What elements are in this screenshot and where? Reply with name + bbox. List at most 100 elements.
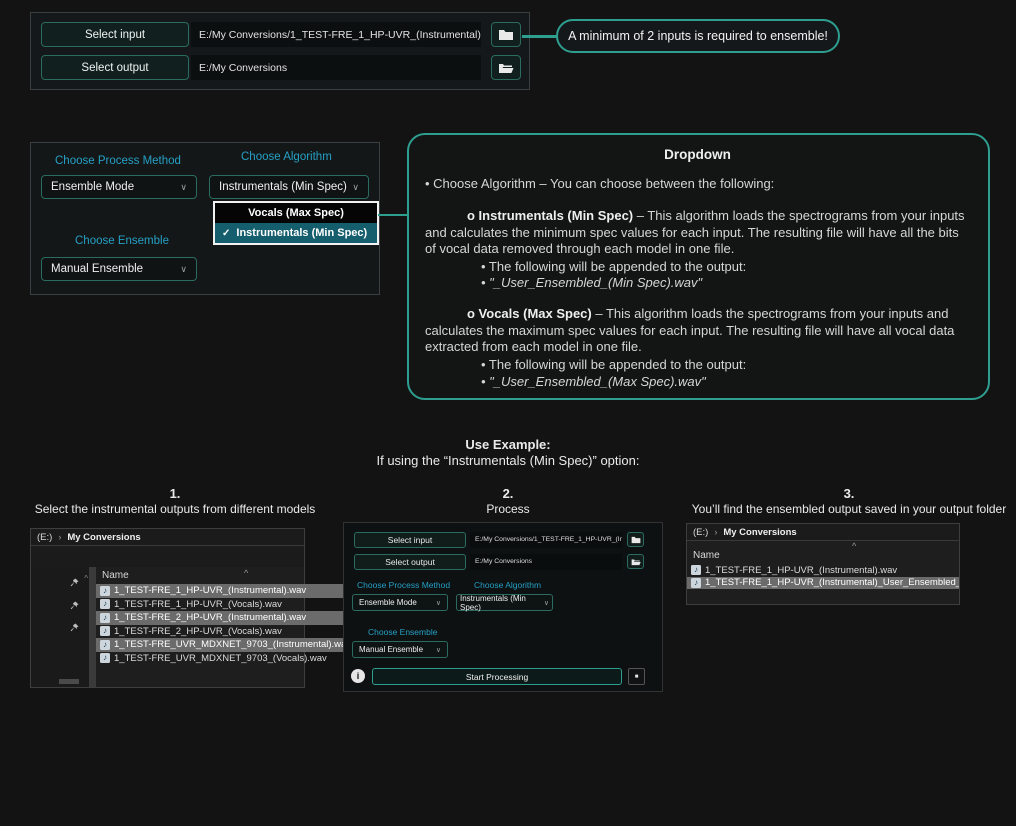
- toolbar-strip: [31, 546, 304, 567]
- mini-process-method-label: Choose Process Method: [357, 580, 451, 590]
- file-explorer-inputs: (E:) › My Conversions ^ Name ^ ♪ 1_TEST-…: [30, 528, 352, 688]
- dropdown-info-box: Dropdown • Choose Algorithm – You can ch…: [407, 133, 990, 400]
- uvr-app-panel: Select input E:/My Conversions/1_TEST-FR…: [343, 522, 663, 692]
- file-explorer-output: (E:) › My Conversions Name ^ ♪ 1_TEST-FR…: [686, 523, 960, 605]
- audio-file-icon: ♪: [100, 639, 110, 650]
- name-column-header[interactable]: Name ^: [96, 567, 362, 584]
- file-row[interactable]: ♪ 1_TEST-FRE_1_HP-UVR_(Instrumental)_Use…: [687, 576, 959, 589]
- mini-process-method-dropdown[interactable]: Ensemble Mode ∨: [352, 594, 448, 611]
- process-method-value: Ensemble Mode: [51, 181, 135, 193]
- step-1-caption: Select the instrumental outputs from dif…: [34, 501, 316, 516]
- breadcrumb[interactable]: (E:) › My Conversions: [687, 524, 959, 541]
- select-input-button[interactable]: Select input: [41, 22, 189, 47]
- option-label: Instrumentals (Min Spec): [236, 227, 368, 239]
- step-1-number: 1.: [169, 486, 181, 501]
- file-name: 1_TEST-FRE_UVR_MDXNET_9703_(Instrumental…: [114, 639, 352, 651]
- column-header-label: Name: [102, 570, 129, 581]
- mini-process-method-value: Ensemble Mode: [359, 598, 417, 607]
- stop-button[interactable]: ■: [628, 668, 645, 685]
- chevron-down-icon: ∨: [435, 646, 441, 654]
- option-instrumentals-min-spec[interactable]: ✓ Instrumentals (Min Spec): [215, 223, 377, 243]
- step-2-number: 2.: [502, 486, 514, 501]
- ensemble-requirement-callout: A minimum of 2 inputs is required to ens…: [556, 19, 840, 53]
- mini-browse-input-button[interactable]: [627, 532, 644, 547]
- input-row: Select input E:/My Conversions/1_TEST-FR…: [41, 22, 521, 47]
- info-icon[interactable]: i: [351, 669, 365, 683]
- output-path-field[interactable]: E:/My Conversions: [191, 55, 481, 80]
- process-method-dropdown[interactable]: Ensemble Mode ∨: [41, 175, 197, 199]
- stop-icon: ■: [634, 673, 639, 680]
- breadcrumb[interactable]: (E:) › My Conversions: [31, 529, 304, 546]
- mini-ensemble-dropdown[interactable]: Manual Ensemble ∨: [352, 641, 448, 658]
- mini-select-output-button[interactable]: Select output: [354, 553, 466, 570]
- mini-input-row: Select input E:/My Conversions/1_TEST-FR…: [354, 531, 644, 548]
- output-row: Select output E:/My Conversions: [41, 55, 521, 80]
- input-path-field[interactable]: E:/My Conversions/1_TEST-FRE_1_HP-UVR_(I…: [191, 22, 481, 47]
- audio-file-icon: ♪: [100, 599, 110, 610]
- algorithm-dropdown[interactable]: Instrumentals (Min Spec) ∨: [209, 175, 369, 199]
- folder-open-icon: [631, 559, 641, 565]
- browse-input-button[interactable]: [491, 22, 521, 47]
- navigation-pane[interactable]: ^: [31, 567, 89, 687]
- info-box-intro: • Choose Algorithm – You can choose betw…: [425, 176, 775, 192]
- breadcrumb-folder[interactable]: My Conversions: [67, 531, 141, 543]
- audio-file-icon: ♪: [100, 612, 110, 623]
- mini-algorithm-dropdown[interactable]: Instrumentals (Min Spec) ∨: [456, 594, 553, 612]
- audio-file-icon: ♪: [100, 653, 110, 664]
- file-name: 1_TEST-FRE_1_HP-UVR_(Instrumental).wav: [705, 564, 898, 576]
- sort-ascending-icon: ^: [852, 541, 857, 551]
- file-row[interactable]: ♪ 1_TEST-FRE_UVR_MDXNET_9703_(Vocals).wa…: [96, 652, 351, 666]
- file-name: 1_TEST-FRE_UVR_MDXNET_9703_(Vocals).wav: [114, 652, 327, 664]
- file-row[interactable]: ♪ 1_TEST-FRE_2_HP-UVR_(Instrumental).wav: [96, 611, 352, 625]
- file-row[interactable]: ♪ 1_TEST-FRE_2_HP-UVR_(Vocals).wav: [96, 625, 351, 639]
- chevron-down-icon: ∨: [352, 181, 359, 192]
- browse-output-button[interactable]: [491, 55, 521, 80]
- ensemble-dropdown[interactable]: Manual Ensemble ∨: [41, 257, 197, 281]
- io-panel: Select input E:/My Conversions/1_TEST-FR…: [30, 12, 530, 90]
- process-method-label: Choose Process Method: [55, 155, 181, 167]
- vocals-body: – This algorithm loads the spectrograms …: [425, 306, 955, 355]
- mini-output-path-field[interactable]: E:/My Conversions: [470, 553, 622, 570]
- mini-select-input-button[interactable]: Select input: [354, 531, 466, 548]
- algorithm-value: Instrumentals (Min Spec): [219, 181, 347, 193]
- instrumentals-output-suffix: • "_User_Ensembled_(Min Spec).wav": [481, 275, 703, 291]
- instrumentals-body: – This algorithm loads the spectrograms …: [425, 207, 965, 257]
- start-processing-button[interactable]: Start Processing: [372, 668, 622, 685]
- breadcrumb-folder[interactable]: My Conversions: [723, 526, 797, 538]
- ensemble-value: Manual Ensemble: [51, 263, 144, 275]
- file-name: 1_TEST-FRE_1_HP-UVR_(Vocals).wav: [114, 598, 282, 610]
- mini-ensemble-value: Manual Ensemble: [359, 645, 424, 654]
- step-3-caption: You’ll find the ensembled output saved i…: [691, 501, 1007, 516]
- select-output-button[interactable]: Select output: [41, 55, 189, 80]
- vocals-output-suffix: • "_User_Ensembled_(Max Spec).wav": [481, 373, 706, 389]
- column-header-label: Name: [693, 550, 720, 561]
- algorithm-label: Choose Algorithm: [241, 151, 332, 163]
- file-row[interactable]: ♪ 1_TEST-FRE_1_HP-UVR_(Instrumental).wav: [687, 564, 959, 577]
- file-row[interactable]: ♪ 1_TEST-FRE_1_HP-UVR_(Vocals).wav: [96, 598, 351, 612]
- breadcrumb-separator-icon: ›: [714, 527, 718, 537]
- explorer-body: ^ Name ^ ♪ 1_TEST-FRE_1_HP-UVR_(Instrume…: [31, 567, 352, 687]
- step-1-heading: 1. Select the instrumental outputs from …: [10, 486, 340, 516]
- file-row[interactable]: ♪ 1_TEST-FRE_UVR_MDXNET_9703_(Instrument…: [96, 638, 352, 652]
- use-example-title: Use Example:: [465, 437, 551, 452]
- mini-input-path-field[interactable]: E:/My Conversions/1_TEST-FRE_1_HP-UVR_(I…: [470, 531, 622, 548]
- mini-algorithm-label: Choose Algorithm: [474, 580, 542, 590]
- file-name: 1_TEST-FRE_2_HP-UVR_(Vocals).wav: [114, 625, 282, 637]
- folder-closed-icon: [499, 29, 513, 40]
- breadcrumb-drive[interactable]: (E:): [693, 526, 709, 538]
- name-column-header[interactable]: Name ^: [687, 541, 959, 564]
- horizontal-scrollbar-thumb[interactable]: [59, 679, 79, 684]
- instrumentals-description: o Instrumentals (Min Spec) – This algori…: [425, 208, 970, 258]
- instrumentals-append-note: • The following will be appended to the …: [481, 258, 747, 274]
- instrumentals-lead: o Instrumentals (Min Spec): [467, 207, 634, 223]
- breadcrumb-drive[interactable]: (E:): [37, 531, 53, 543]
- infobox-connector-line: [378, 214, 408, 216]
- scrollbar[interactable]: [89, 567, 96, 687]
- collapse-chevron-icon[interactable]: ^: [84, 574, 88, 583]
- chevron-down-icon: ∨: [435, 599, 441, 607]
- file-name: 1_TEST-FRE_1_HP-UVR_(Instrumental)_User_…: [705, 577, 959, 589]
- mini-browse-output-button[interactable]: [627, 554, 644, 569]
- option-vocals-max-spec[interactable]: Vocals (Max Spec): [215, 203, 377, 223]
- file-row[interactable]: ♪ 1_TEST-FRE_1_HP-UVR_(Instrumental).wav: [96, 584, 352, 598]
- pin-icon: [70, 623, 79, 632]
